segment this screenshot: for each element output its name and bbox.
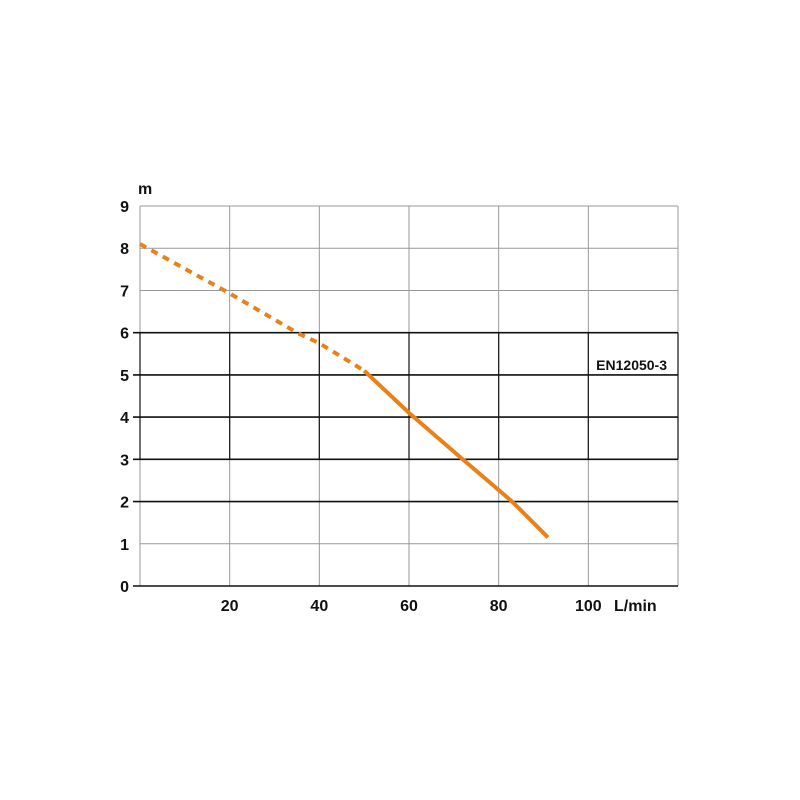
grid <box>133 205 679 587</box>
y-tick-label: 9 <box>120 199 129 216</box>
y-tick-label: 2 <box>120 495 129 512</box>
x-tick-label: 40 <box>310 598 328 615</box>
x-tick-labels: 20 40 60 80 100 <box>221 598 602 615</box>
x-tick-label: 80 <box>490 598 508 615</box>
y-tick-label: 1 <box>120 537 129 554</box>
y-tick-label: 8 <box>120 241 129 258</box>
x-tick-label: 20 <box>221 598 239 615</box>
standard-annotation: EN12050-3 <box>596 357 667 373</box>
pump-curve-solid <box>362 369 550 539</box>
y-tick-label: 3 <box>120 452 129 469</box>
series <box>139 242 550 539</box>
x-tick-label: 100 <box>575 598 602 615</box>
x-axis-label: L/min <box>614 598 657 615</box>
y-tick-label: 4 <box>120 410 129 427</box>
y-axis-label: m <box>138 181 152 198</box>
y-tick-label: 5 <box>120 368 129 385</box>
y-tick-label: 0 <box>120 579 129 596</box>
y-tick-label: 7 <box>120 283 129 300</box>
pump-curve-dashed <box>139 242 366 373</box>
y-tick-labels: 0 1 2 3 4 5 6 7 8 9 <box>120 199 129 596</box>
y-tick-label: 6 <box>120 326 129 343</box>
x-tick-label: 60 <box>400 598 418 615</box>
